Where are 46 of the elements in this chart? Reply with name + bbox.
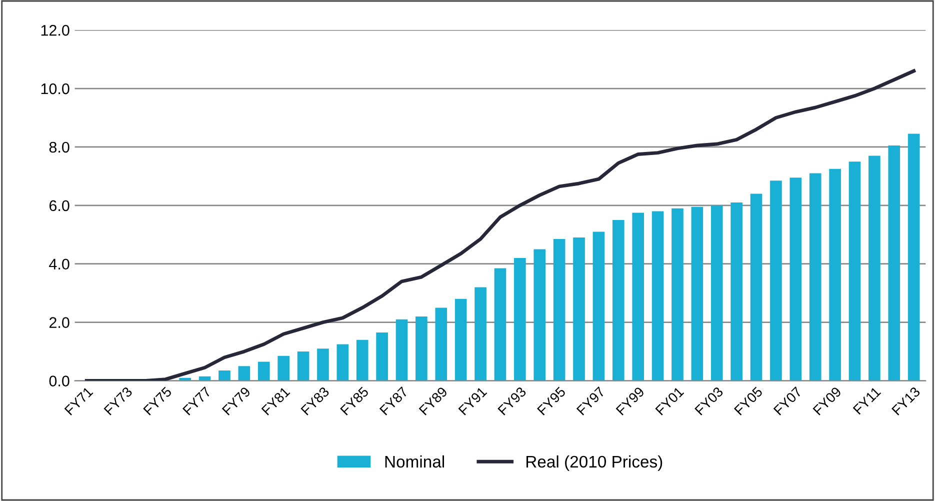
- line-series: [84, 69, 916, 381]
- bar: [454, 298, 467, 381]
- bar: [435, 308, 448, 381]
- y-tick-label: 6.0: [49, 200, 70, 212]
- bar: [612, 220, 624, 381]
- y-tick-label: 8.0: [49, 142, 70, 153]
- bar: [770, 180, 782, 381]
- bar: [494, 268, 506, 381]
- bar: [888, 146, 900, 381]
- bar: [829, 168, 841, 381]
- bar: [868, 156, 880, 381]
- bar: [652, 211, 664, 381]
- bar: [592, 232, 605, 381]
- bar: [553, 239, 566, 381]
- bar: [534, 249, 546, 381]
- bar: [672, 208, 684, 381]
- bar: [710, 205, 723, 381]
- bar: [218, 370, 230, 381]
- bar: [514, 258, 526, 381]
- bar: [396, 319, 408, 381]
- bar: [691, 206, 704, 381]
- bar: [573, 238, 585, 381]
- y-tick-label: 4.0: [49, 258, 70, 270]
- bar: [730, 202, 742, 381]
- y-tick-label: 10.0: [41, 83, 70, 94]
- y-tick-label: 12.0: [41, 24, 70, 36]
- y-tick-label: 2.0: [49, 317, 70, 328]
- bar: [278, 356, 290, 381]
- legend-label: Nominal: [385, 455, 444, 468]
- bar: [848, 162, 861, 381]
- bar: [317, 348, 329, 381]
- bar: [790, 178, 802, 381]
- bar: [474, 287, 486, 381]
- y-tick-label: 0.0: [49, 376, 70, 386]
- bar: [809, 173, 822, 381]
- legend-label: Real (2010 Prices): [526, 455, 662, 471]
- bar: [238, 366, 250, 381]
- bar: [908, 134, 920, 381]
- bar: [297, 352, 310, 381]
- bar: [416, 316, 428, 381]
- bar: [336, 344, 349, 381]
- bar: [376, 332, 388, 381]
- bar: [632, 212, 644, 381]
- bar: [750, 194, 762, 381]
- bar: [258, 362, 270, 381]
- bar: [356, 340, 368, 381]
